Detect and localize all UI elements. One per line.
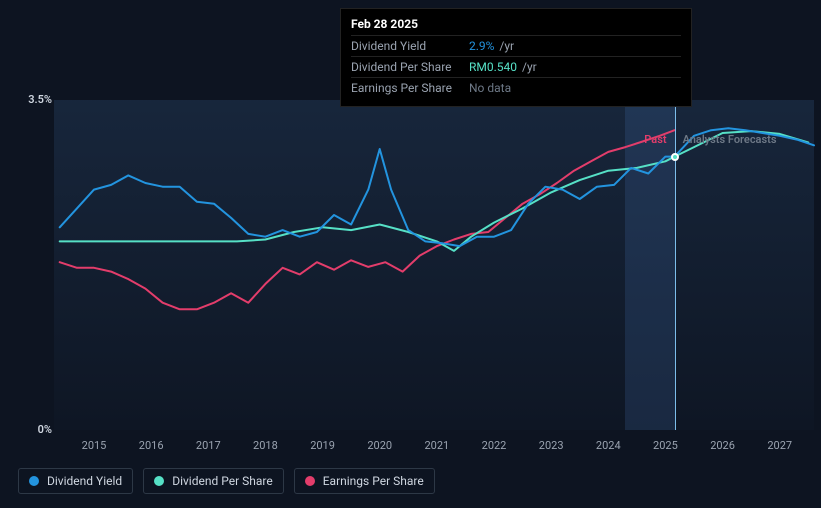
plot-area[interactable]: Past Analysts Forecasts 3.5%0%2015201620… — [54, 100, 814, 430]
legend-label: Dividend Per Share — [172, 474, 273, 488]
x-tick-label: 2015 — [82, 439, 107, 452]
tooltip-row: Dividend Yield2.9% /yr — [351, 35, 681, 56]
legend-swatch-icon — [154, 476, 164, 486]
tooltip-row-label: Dividend Per Share — [351, 60, 469, 74]
series-svg — [54, 100, 814, 430]
tooltip-row: Earnings Per ShareNo data — [351, 77, 681, 98]
x-tick-label: 2026 — [710, 439, 735, 452]
y-tick-label: 0% — [38, 423, 52, 436]
series-earnings-per-share — [60, 130, 675, 309]
legend-item-earnings-per-share[interactable]: Earnings Per Share — [294, 468, 435, 494]
x-tick-label: 2019 — [310, 439, 335, 452]
legend-swatch-icon — [305, 476, 315, 486]
cursor-line — [675, 100, 676, 430]
legend: Dividend Yield Dividend Per Share Earnings… — [18, 468, 435, 494]
x-tick-label: 2025 — [653, 439, 678, 452]
y-tick-label: 3.5% — [28, 93, 52, 106]
legend-item-dividend-yield[interactable]: Dividend Yield — [18, 468, 133, 494]
chart-container: Past Analysts Forecasts 3.5%0%2015201620… — [18, 0, 821, 508]
tooltip: Feb 28 2025 Dividend Yield2.9% /yrDivide… — [340, 8, 692, 107]
x-tick-label: 2018 — [253, 439, 278, 452]
series-dividend-per-share — [60, 131, 809, 251]
x-tick-label: 2024 — [596, 439, 621, 452]
legend-label: Earnings Per Share — [323, 474, 424, 488]
tooltip-row-value: 2.9% /yr — [469, 39, 514, 53]
series-dividend-yield — [60, 128, 814, 246]
cursor-marker — [671, 153, 679, 161]
x-tick-label: 2017 — [196, 439, 221, 452]
x-tick-label: 2022 — [482, 439, 507, 452]
x-tick-label: 2023 — [539, 439, 564, 452]
tooltip-row-unit: /yr — [496, 39, 514, 53]
tooltip-row-value: RM0.540 /yr — [469, 60, 537, 74]
legend-swatch-icon — [29, 476, 39, 486]
tooltip-row-label: Dividend Yield — [351, 39, 469, 53]
legend-label: Dividend Yield — [47, 474, 122, 488]
tooltip-title: Feb 28 2025 — [351, 17, 681, 31]
x-tick-label: 2020 — [367, 439, 392, 452]
x-tick-label: 2016 — [139, 439, 164, 452]
legend-item-dividend-per-share[interactable]: Dividend Per Share — [143, 468, 284, 494]
tooltip-row: Dividend Per ShareRM0.540 /yr — [351, 56, 681, 77]
x-tick-label: 2027 — [767, 439, 792, 452]
tooltip-row-label: Earnings Per Share — [351, 81, 469, 95]
tooltip-row-unit: /yr — [519, 60, 537, 74]
x-tick-label: 2021 — [424, 439, 449, 452]
tooltip-row-value: No data — [469, 81, 511, 95]
